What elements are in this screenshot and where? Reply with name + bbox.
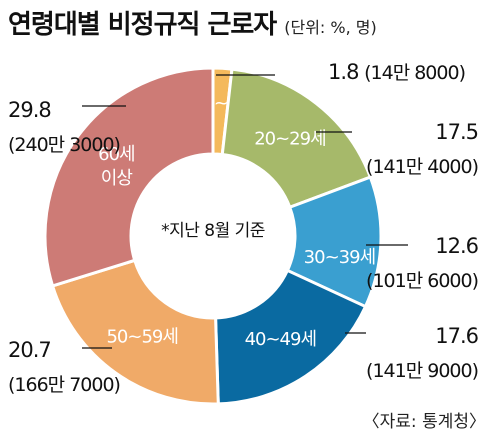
count-label-0: (14만 8000) bbox=[364, 62, 465, 84]
callouts-group: 1.8 (14만 8000) 17.5 (141만 4000) 12.6 (101만 6… bbox=[8, 60, 480, 396]
slice-label-1: 20~29세 bbox=[254, 128, 325, 149]
count-label-1: (141만 4000) bbox=[366, 156, 478, 178]
value-label-4: 20.7 bbox=[8, 338, 51, 362]
title-row: 연령대별 비정규직 근로자 (단위: %, 명) bbox=[8, 4, 377, 41]
slice-label-5-1: 이상 bbox=[101, 168, 133, 189]
slice-label-3: 40~49세 bbox=[245, 329, 316, 350]
count-label-3: (141만 9000) bbox=[366, 360, 478, 382]
count-label-5: (240만 3000) bbox=[8, 134, 120, 156]
slice-label-5-0: 60세 bbox=[98, 144, 134, 165]
slice-1 bbox=[220, 67, 373, 210]
value-label-3: 17.6 bbox=[435, 324, 478, 348]
unit-label: (단위: %, 명) bbox=[284, 18, 377, 37]
source-label: 〈자료: 통계청〉 bbox=[362, 412, 486, 432]
chart-title: 연령대별 비정규직 근로자 bbox=[8, 10, 277, 40]
count-label-2: (101만 6000) bbox=[366, 270, 478, 292]
slice-3 bbox=[214, 268, 368, 406]
note-label: *지난 8월 기준 bbox=[161, 221, 265, 241]
slice-label-2: 30~39세 bbox=[304, 247, 375, 268]
value-label-0: 1.8 (14만 8000) bbox=[328, 60, 465, 84]
value-label-1: 17.5 bbox=[435, 120, 478, 144]
count-label-4: (166만 7000) bbox=[8, 374, 120, 396]
slice-label-4: 50~59세 bbox=[106, 326, 177, 347]
slice-4 bbox=[50, 258, 220, 406]
value-label-2: 12.6 bbox=[435, 234, 478, 258]
value-label-5: 29.8 bbox=[8, 98, 51, 122]
slice-5 bbox=[43, 66, 215, 288]
